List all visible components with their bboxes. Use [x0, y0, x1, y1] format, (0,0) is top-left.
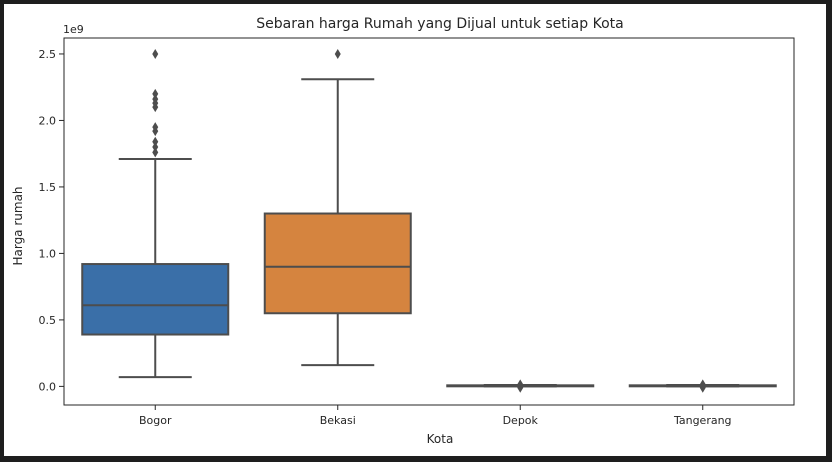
y-tick-label: 2.0: [39, 114, 57, 127]
x-axis-label: Kota: [427, 432, 454, 446]
outlier-point: [152, 94, 159, 105]
y-tick-label: 0.0: [39, 380, 57, 393]
outlier-point: [152, 142, 159, 153]
y-axis-label: Harga rumah: [11, 186, 25, 265]
x-tick-label: Bogor: [139, 414, 172, 427]
y-tick-label: 2.5: [39, 48, 57, 61]
chart-title: Sebaran harga Rumah yang Dijual untuk se…: [256, 16, 623, 32]
outlier-point: [334, 48, 341, 59]
chart-frame: Sebaran harga Rumah yang Dijual untuk se…: [4, 4, 826, 456]
y-scale-label: 1e9: [63, 23, 84, 36]
outlier-point: [699, 379, 706, 390]
y-tick-label: 1.5: [39, 181, 57, 194]
outlier-point: [152, 136, 159, 147]
outlier-point: [517, 379, 524, 390]
y-tick-label: 0.5: [39, 314, 57, 327]
outlier-point: [152, 48, 159, 59]
box-iqr: [81, 263, 230, 336]
x-tick-label: Tangerang: [673, 414, 732, 427]
outlier-point: [152, 88, 159, 99]
plot-area-border: [63, 37, 795, 406]
outlier-point: [152, 122, 159, 133]
x-tick-label: Bekasi: [320, 414, 356, 427]
x-tick-label: Depok: [503, 414, 539, 427]
box-iqr: [263, 212, 412, 315]
outlier-point: [152, 147, 159, 158]
y-tick-label: 1.0: [39, 247, 57, 260]
box-plot: Sebaran harga Rumah yang Dijual untuk se…: [11, 16, 795, 446]
